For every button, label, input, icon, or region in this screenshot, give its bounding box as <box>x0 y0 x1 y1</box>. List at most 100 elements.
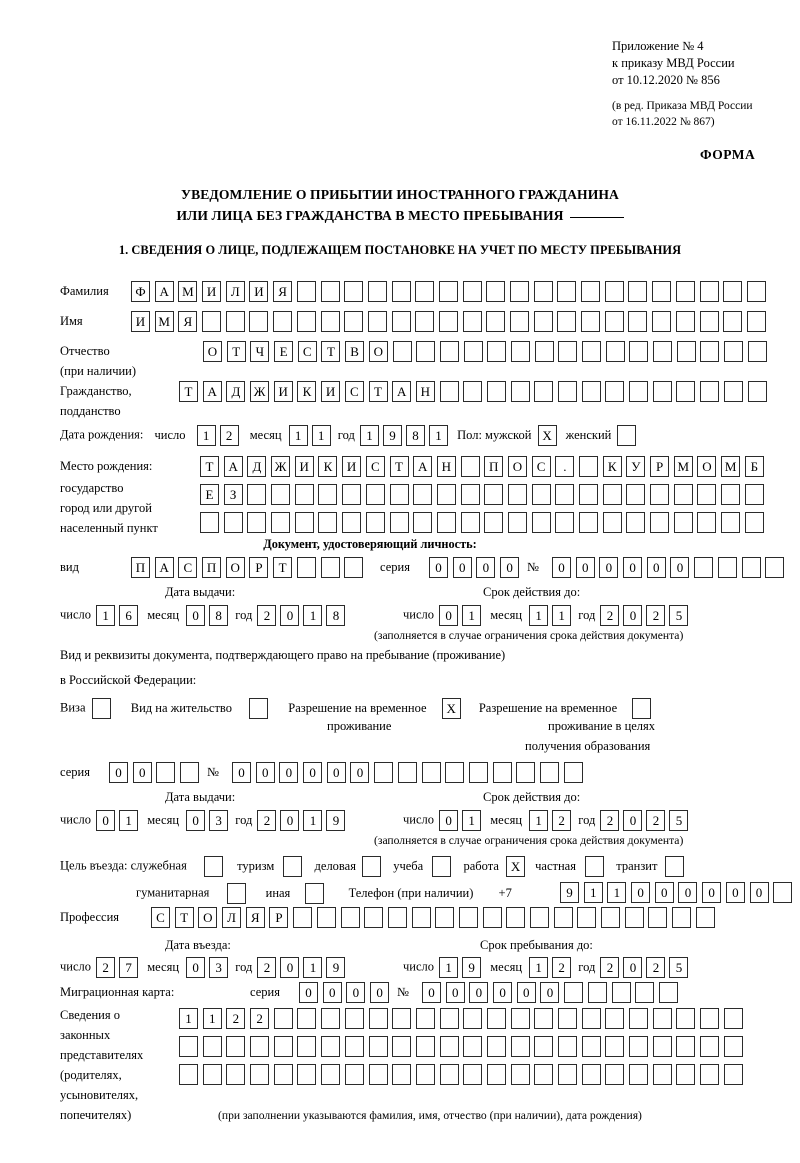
birthplace-r1-cell-13[interactable]: П <box>484 456 504 477</box>
legal-r3-cell-19[interactable] <box>605 1064 625 1085</box>
phone-cell-3[interactable]: 1 <box>607 882 627 903</box>
birthplace-r3-cell-17[interactable] <box>579 512 598 533</box>
doc-valid-day-d2[interactable]: 1 <box>462 604 482 626</box>
migration-number-cell-11[interactable] <box>658 982 678 1003</box>
patronymic-cell-2[interactable]: Т <box>226 341 246 362</box>
stay-year-d1[interactable]: 2 <box>600 956 620 978</box>
patronymic-cell-9[interactable] <box>392 341 412 362</box>
patronymic-cell-12[interactable] <box>463 341 483 362</box>
migration-number-cell-9[interactable] <box>611 982 631 1003</box>
birthplace-r3-cell-2[interactable] <box>223 512 243 533</box>
name-cell-9[interactable] <box>320 311 340 332</box>
permit-number-cell-8[interactable] <box>397 762 417 783</box>
stay-month-d1[interactable]: 1 <box>529 956 549 978</box>
legal-r3-cell-23[interactable] <box>700 1064 720 1085</box>
purpose-private-checkbox[interactable] <box>585 855 605 877</box>
migration-number-cell-5[interactable]: 0 <box>516 982 536 1003</box>
name-cell-10[interactable] <box>344 311 364 332</box>
name-cell-12[interactable] <box>391 311 411 332</box>
permit-series-cell-1[interactable]: 0 <box>109 762 128 783</box>
migration-series-cell-1[interactable]: 0 <box>299 982 318 1003</box>
surname-cell-14[interactable] <box>438 281 458 302</box>
birthplace-r2-cell-17[interactable] <box>579 484 598 505</box>
citizenship-cell-13[interactable] <box>463 381 483 402</box>
migration-number-cell-4[interactable]: 0 <box>493 982 513 1003</box>
citizenship-cell-4[interactable]: Ж <box>250 381 270 402</box>
birthplace-r1-cell-16[interactable]: . <box>555 456 575 477</box>
doc-issue-day-d1[interactable]: 1 <box>96 604 116 626</box>
patronymic-cell-7[interactable]: В <box>345 341 365 362</box>
citizenship-cell-20[interactable] <box>629 381 649 402</box>
citizenship-cell-18[interactable] <box>581 381 601 402</box>
permit-series-cell-4[interactable] <box>180 762 200 783</box>
phone-cell-9[interactable]: 0 <box>749 882 769 903</box>
legal-r3-cell-14[interactable] <box>486 1064 506 1085</box>
birthplace-r3-cell-24[interactable] <box>744 512 764 533</box>
profession-cell-24[interactable] <box>695 907 715 928</box>
profession-cell-5[interactable]: Я <box>245 907 265 928</box>
patronymic-cell-3[interactable]: Ч <box>250 341 270 362</box>
migration-number-cell-3[interactable]: 0 <box>469 982 489 1003</box>
permit-series-cell-3[interactable] <box>156 762 176 783</box>
birthplace-r2-cell-6[interactable] <box>318 484 338 505</box>
patronymic-cell-24[interactable] <box>747 341 767 362</box>
name-cell-11[interactable] <box>367 311 387 332</box>
permit-valid-year-d3[interactable]: 2 <box>646 809 666 831</box>
citizenship-cell-15[interactable] <box>510 381 530 402</box>
entry-year-d3[interactable]: 1 <box>303 956 323 978</box>
profession-cell-10[interactable] <box>364 907 384 928</box>
phone-cell-1[interactable]: 9 <box>560 882 579 903</box>
legal-r3-cell-17[interactable] <box>558 1064 577 1085</box>
legal-r2-cell-24[interactable] <box>723 1036 743 1057</box>
birthplace-r3-cell-15[interactable] <box>531 512 551 533</box>
citizenship-cell-3[interactable]: Д <box>226 381 246 402</box>
doc-number-cell-9[interactable] <box>741 557 761 578</box>
legal-r2-cell-12[interactable] <box>439 1036 459 1057</box>
doc-kind-cell-6[interactable]: Р <box>249 557 269 578</box>
legal-r1-cell-6[interactable] <box>297 1008 317 1029</box>
permit-issue-day-d1[interactable]: 0 <box>96 809 116 831</box>
purpose-study-checkbox[interactable] <box>432 855 452 877</box>
birthplace-r3-cell-18[interactable] <box>602 512 622 533</box>
stay-month-d2[interactable]: 2 <box>552 956 572 978</box>
doc-number-cell-6[interactable]: 0 <box>670 557 690 578</box>
legal-r1-cell-21[interactable] <box>652 1008 672 1029</box>
name-cell-26[interactable] <box>723 311 743 332</box>
birthplace-r2-cell-1[interactable]: Е <box>200 484 219 505</box>
birthplace-r3-cell-22[interactable] <box>697 512 717 533</box>
permit-number-cell-5[interactable]: 0 <box>326 762 346 783</box>
profession-cell-2[interactable]: Т <box>174 907 194 928</box>
citizenship-cell-19[interactable] <box>605 381 625 402</box>
permit-series-cell-2[interactable]: 0 <box>132 762 152 783</box>
legal-r3-cell-24[interactable] <box>723 1064 743 1085</box>
legal-r2-cell-11[interactable] <box>415 1036 435 1057</box>
name-cell-13[interactable] <box>415 311 435 332</box>
birth-day-d1[interactable]: 1 <box>196 424 216 446</box>
migration-number-cell-2[interactable]: 0 <box>445 982 465 1003</box>
phone-cell-10[interactable] <box>773 882 793 903</box>
stay-year-d3[interactable]: 2 <box>646 956 666 978</box>
profession-cell-14[interactable] <box>458 907 478 928</box>
birthplace-r1-cell-1[interactable]: Т <box>200 456 219 477</box>
temp-residence-checkbox[interactable]: X <box>441 697 461 719</box>
migration-series-cell-4[interactable]: 0 <box>370 982 390 1003</box>
permit-valid-year-d4[interactable]: 5 <box>669 809 689 831</box>
legal-r2-cell-23[interactable] <box>700 1036 720 1057</box>
surname-cell-26[interactable] <box>723 281 743 302</box>
legal-r3-cell-22[interactable] <box>676 1064 696 1085</box>
legal-r1-cell-11[interactable] <box>415 1008 435 1029</box>
doc-series-cell-4[interactable]: 0 <box>500 557 520 578</box>
profession-cell-8[interactable] <box>316 907 336 928</box>
patronymic-cell-21[interactable] <box>676 341 696 362</box>
doc-issue-month-d2[interactable]: 8 <box>209 604 229 626</box>
birthplace-r2-cell-16[interactable] <box>555 484 575 505</box>
doc-series-cell-3[interactable]: 0 <box>476 557 496 578</box>
patronymic-cell-18[interactable] <box>605 341 625 362</box>
citizenship-cell-23[interactable] <box>700 381 720 402</box>
legal-r1-cell-1[interactable]: 1 <box>179 1008 198 1029</box>
